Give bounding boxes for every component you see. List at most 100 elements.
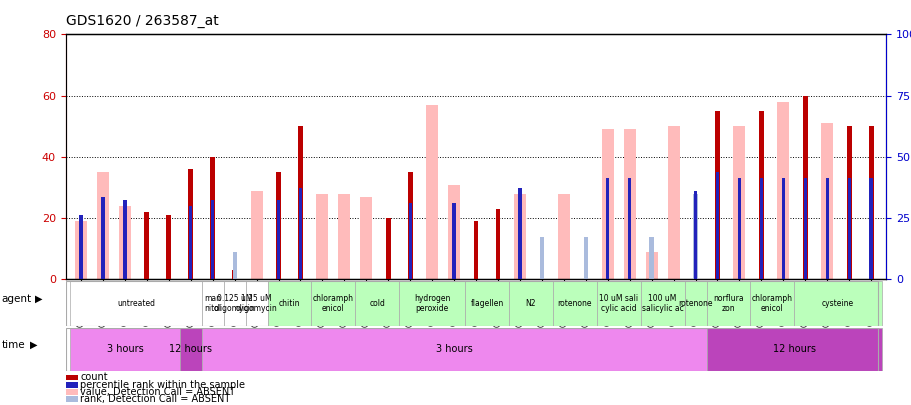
Bar <box>465 281 508 326</box>
Bar <box>312 281 355 326</box>
Bar <box>144 212 149 279</box>
Bar <box>517 188 521 279</box>
Bar <box>179 328 201 371</box>
Bar <box>78 215 83 279</box>
Bar <box>201 281 223 326</box>
Text: ▶: ▶ <box>35 294 42 304</box>
Text: percentile rank within the sample: percentile rank within the sample <box>80 380 245 390</box>
Bar <box>781 178 784 279</box>
Text: 3 hours: 3 hours <box>107 344 143 354</box>
Text: rank, Detection Call = ABSENT: rank, Detection Call = ABSENT <box>80 394 230 404</box>
Bar <box>355 281 399 326</box>
Bar <box>473 221 478 279</box>
Text: 10 uM sali
cylic acid: 10 uM sali cylic acid <box>599 294 638 313</box>
Bar <box>759 178 763 279</box>
Bar <box>706 328 881 371</box>
Bar <box>737 178 741 279</box>
Text: agent: agent <box>2 294 32 304</box>
Bar <box>407 172 412 279</box>
Bar <box>845 126 851 279</box>
Bar <box>223 281 245 326</box>
Text: time: time <box>2 340 26 350</box>
Text: cysteine: cysteine <box>821 299 854 308</box>
Bar <box>868 126 873 279</box>
Bar <box>539 237 544 279</box>
Text: untreated: untreated <box>117 299 155 308</box>
Text: 0.125 uM
oligomycin: 0.125 uM oligomycin <box>213 294 255 313</box>
Bar <box>70 328 179 371</box>
Bar <box>558 194 569 279</box>
Bar <box>298 126 302 279</box>
Bar <box>495 209 500 279</box>
Bar <box>79 215 83 279</box>
Bar <box>684 281 706 326</box>
Bar <box>277 200 280 279</box>
Bar <box>385 218 390 279</box>
Bar <box>824 178 828 279</box>
Text: chloramph
enicol: chloramph enicol <box>312 294 353 313</box>
Text: norflura
zon: norflura zon <box>712 294 743 313</box>
Bar <box>166 215 171 279</box>
Text: 1.25 uM
oligomycin: 1.25 uM oligomycin <box>235 294 277 313</box>
Bar <box>596 281 640 326</box>
Text: value, Detection Call = ABSENT: value, Detection Call = ABSENT <box>80 387 235 397</box>
Bar <box>667 126 679 279</box>
Bar <box>232 252 237 279</box>
Bar <box>758 111 763 279</box>
Text: GDS1620 / 263587_at: GDS1620 / 263587_at <box>66 14 218 28</box>
Bar <box>425 105 437 279</box>
Bar <box>101 197 105 279</box>
Bar <box>70 281 201 326</box>
Bar <box>514 194 526 279</box>
Bar <box>714 111 719 279</box>
Bar <box>692 194 697 279</box>
Bar <box>447 185 460 279</box>
Bar <box>715 172 719 279</box>
Bar <box>793 281 881 326</box>
Bar <box>118 206 131 279</box>
Bar <box>267 281 312 326</box>
Bar <box>820 123 833 279</box>
Bar <box>706 281 750 326</box>
Bar <box>338 194 350 279</box>
Text: 12 hours: 12 hours <box>169 344 212 354</box>
Text: man
nitol: man nitol <box>204 294 221 313</box>
Bar <box>251 191 262 279</box>
Bar <box>802 96 807 279</box>
Bar <box>408 203 412 279</box>
Text: rotenone: rotenone <box>557 299 591 308</box>
Bar <box>299 188 302 279</box>
Bar <box>210 200 214 279</box>
Text: hydrogen
peroxide: hydrogen peroxide <box>414 294 450 313</box>
Bar <box>776 102 789 279</box>
Bar <box>732 126 744 279</box>
Text: rotenone: rotenone <box>678 299 712 308</box>
Text: 3 hours: 3 hours <box>435 344 472 354</box>
Bar <box>232 270 237 279</box>
Bar <box>803 178 806 279</box>
Bar <box>360 197 372 279</box>
Bar <box>601 129 613 279</box>
Text: cold: cold <box>369 299 384 308</box>
Bar <box>97 172 109 279</box>
Text: chitin: chitin <box>279 299 300 308</box>
Bar <box>276 172 281 279</box>
Bar <box>508 281 552 326</box>
Text: chloramph
enicol: chloramph enicol <box>751 294 792 313</box>
Bar <box>693 191 696 279</box>
Bar <box>606 178 609 279</box>
Text: 100 uM
salicylic ac: 100 uM salicylic ac <box>641 294 682 313</box>
Bar <box>245 281 267 326</box>
Text: flagellen: flagellen <box>470 299 503 308</box>
Text: ▶: ▶ <box>30 340 37 350</box>
Bar <box>645 252 657 279</box>
Bar <box>399 281 465 326</box>
Text: 12 hours: 12 hours <box>772 344 815 354</box>
Bar <box>640 281 684 326</box>
Bar <box>846 178 850 279</box>
Text: N2: N2 <box>525 299 536 308</box>
Bar <box>75 221 87 279</box>
Bar <box>210 157 215 279</box>
Bar <box>201 328 706 371</box>
Text: count: count <box>80 373 107 382</box>
